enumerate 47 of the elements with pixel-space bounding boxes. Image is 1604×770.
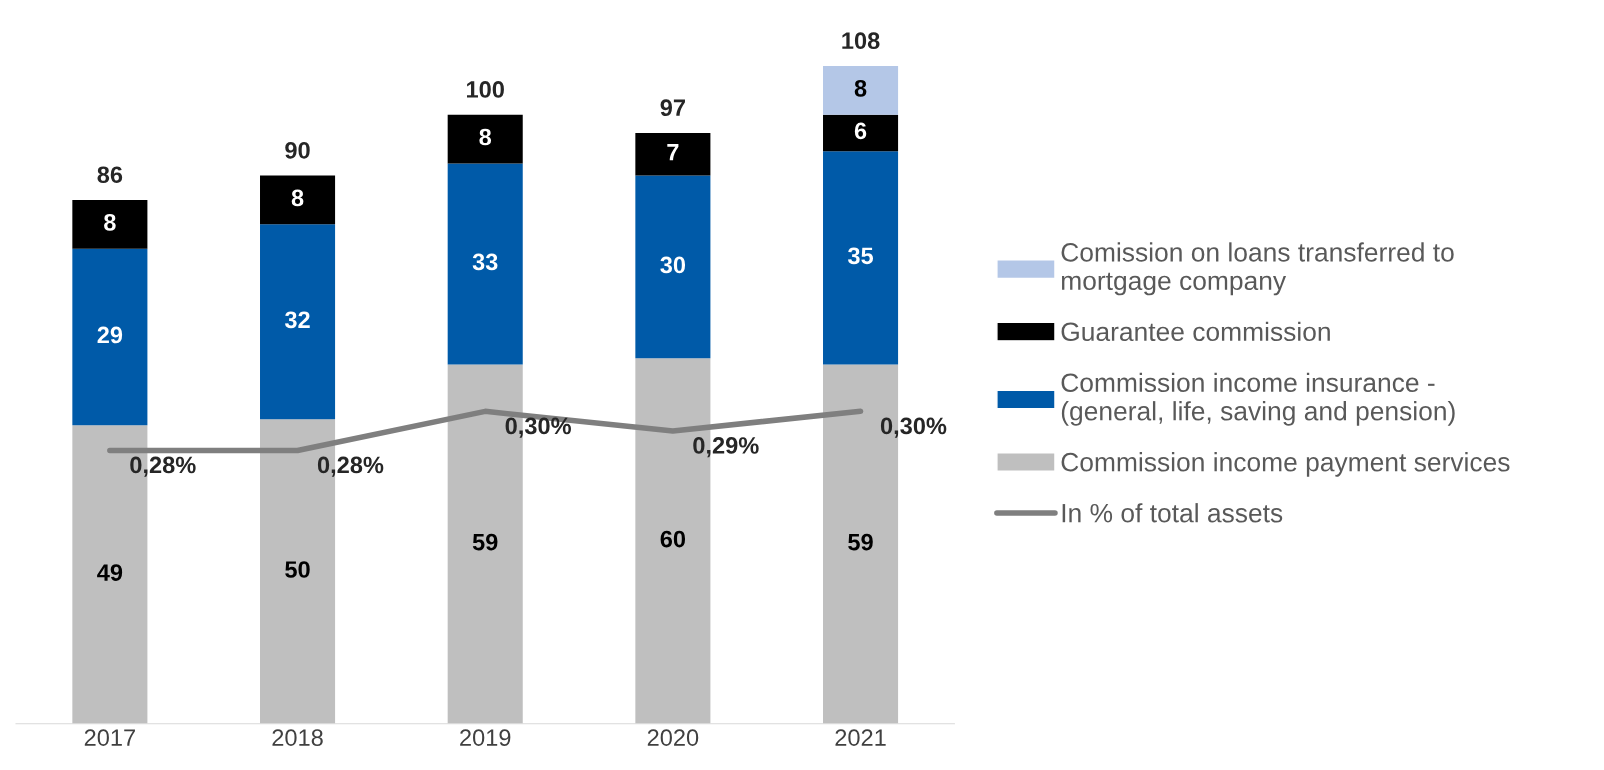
- x-tick-label: 2018: [272, 729, 323, 746]
- data-label: 59: [472, 533, 498, 551]
- x-tick-label: 2019: [460, 729, 511, 746]
- legend-label: Commission income payment services: [1061, 452, 1510, 477]
- data-label: 8: [104, 213, 116, 231]
- bar: [447, 114, 523, 164]
- bar: [635, 175, 711, 359]
- x-tick-label: 2020: [647, 729, 699, 746]
- bar: [72, 199, 148, 249]
- bar: [260, 224, 336, 420]
- bar: [635, 132, 711, 176]
- bar: [260, 175, 336, 225]
- data-label: 59: [848, 533, 873, 551]
- bar: [447, 163, 523, 365]
- total-label: 97: [660, 99, 685, 117]
- x-tick-label: 2017: [84, 729, 135, 746]
- data-label: 50: [285, 561, 310, 578]
- data-label: 0,30%: [880, 417, 947, 438]
- data-label: 0,29%: [693, 437, 759, 458]
- total-label: 108: [842, 32, 880, 50]
- total-label: 86: [97, 166, 123, 184]
- legend-label: Comission on loans transferred to mortgage company: [1061, 242, 1454, 296]
- data-label: 0,28%: [317, 456, 384, 477]
- bar: [823, 151, 899, 365]
- bar: [823, 65, 899, 115]
- bar: [823, 114, 899, 152]
- x-tick-label: 2021: [835, 729, 886, 746]
- data-label: 49: [97, 564, 123, 581]
- legend-label: In % of total assets: [1062, 503, 1283, 523]
- data-label: 35: [847, 247, 874, 265]
- data-label: 6: [854, 122, 867, 140]
- data-label: 33: [472, 253, 498, 271]
- data-label: 60: [660, 530, 686, 548]
- data-label: 0,30%: [505, 417, 571, 438]
- total-label: 100: [467, 81, 504, 98]
- data-label: 8: [479, 128, 492, 146]
- data-label: 29: [97, 326, 123, 344]
- data-label: 8: [854, 79, 867, 97]
- data-label: 8: [291, 189, 304, 207]
- data-label: 32: [284, 311, 310, 329]
- legend-label: Commission income insurance - (general, life, saving and pension): [1061, 372, 1455, 426]
- data-label: 7: [667, 144, 679, 161]
- data-label: 0,28%: [130, 456, 196, 477]
- bar: [72, 248, 148, 426]
- legend-label: Guarantee commission: [1061, 321, 1330, 342]
- total-label: 90: [285, 142, 310, 159]
- data-label: 30: [660, 256, 686, 274]
